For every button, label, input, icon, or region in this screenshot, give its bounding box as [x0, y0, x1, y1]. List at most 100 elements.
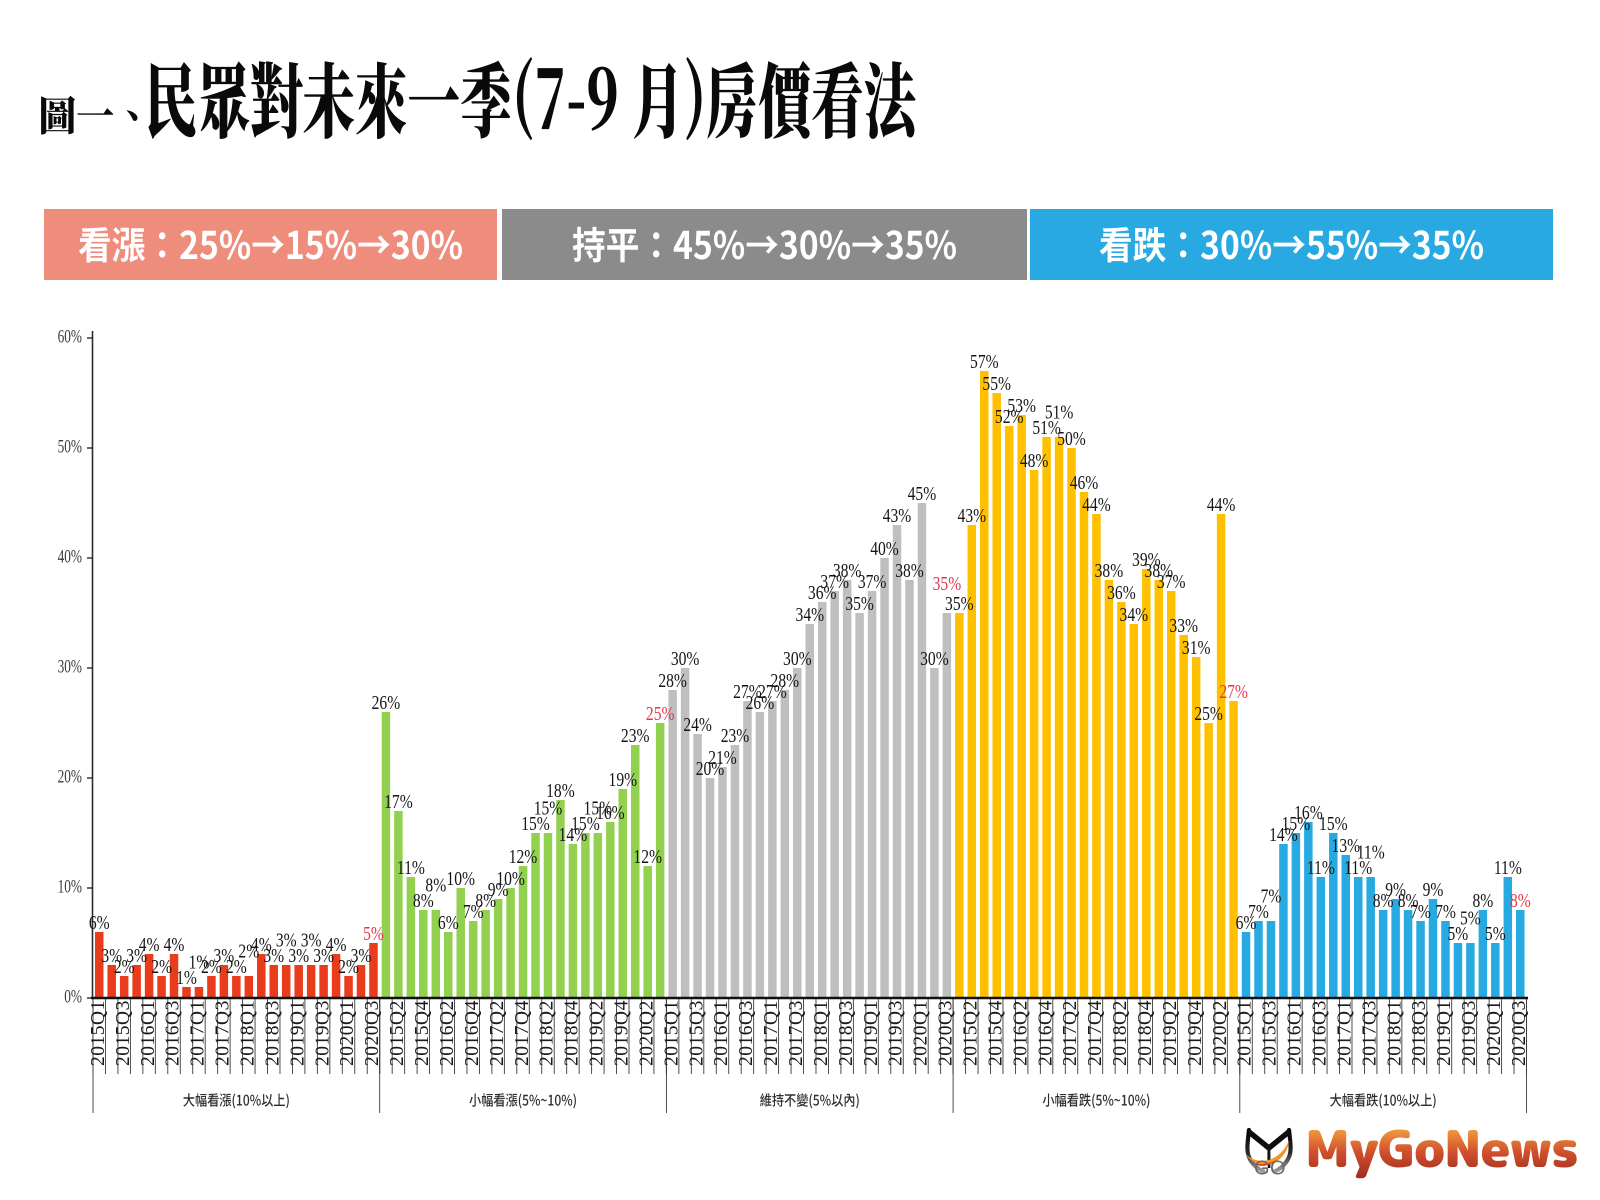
svg-text:20%: 20%: [696, 757, 725, 780]
svg-text:9%: 9%: [1385, 878, 1406, 901]
svg-text:37%: 37%: [858, 570, 887, 593]
svg-text:55%: 55%: [982, 372, 1011, 395]
svg-text:2019Q1: 2019Q1: [287, 1000, 308, 1066]
svg-text:2017Q4: 2017Q4: [1085, 1000, 1106, 1066]
svg-text:3%: 3%: [351, 944, 372, 967]
svg-text:51%: 51%: [1045, 400, 1074, 423]
svg-text:2019Q4: 2019Q4: [1185, 1000, 1206, 1066]
svg-text:45%: 45%: [908, 482, 937, 505]
svg-text:2016Q3: 2016Q3: [736, 1000, 757, 1066]
svg-text:40%: 40%: [870, 537, 899, 560]
svg-text:11%: 11%: [1307, 856, 1335, 879]
svg-text:5%: 5%: [1448, 922, 1469, 945]
svg-text:1%: 1%: [189, 950, 210, 973]
svg-text:2017Q2: 2017Q2: [1060, 1000, 1081, 1066]
svg-text:30%: 30%: [783, 647, 812, 670]
svg-text:34%: 34%: [796, 603, 825, 626]
svg-text:18%: 18%: [546, 779, 575, 802]
svg-text:15%: 15%: [571, 812, 600, 835]
svg-text:2017Q4: 2017Q4: [512, 1000, 533, 1066]
svg-text:43%: 43%: [958, 504, 987, 527]
svg-text:2020Q2: 2020Q2: [1210, 1000, 1231, 1066]
svg-text:28%: 28%: [771, 669, 800, 692]
svg-text:15%: 15%: [584, 796, 613, 819]
svg-text:38%: 38%: [1095, 559, 1124, 582]
svg-text:2018Q3: 2018Q3: [1409, 1000, 1430, 1066]
svg-text:5%: 5%: [363, 922, 384, 945]
svg-text:25%: 25%: [646, 702, 675, 725]
svg-text:2019Q3: 2019Q3: [886, 1000, 907, 1066]
svg-text:2015Q1: 2015Q1: [88, 1000, 109, 1066]
svg-text:2018Q2: 2018Q2: [1110, 1000, 1131, 1066]
svg-text:2020Q3: 2020Q3: [1509, 1000, 1530, 1066]
svg-text:48%: 48%: [1020, 449, 1049, 472]
svg-text:2016Q4: 2016Q4: [1035, 1000, 1056, 1066]
svg-text:2020Q1: 2020Q1: [337, 1000, 358, 1066]
svg-text:7%: 7%: [1248, 900, 1269, 923]
svg-text:2015Q1: 2015Q1: [1235, 1000, 1256, 1066]
svg-text:2018Q4: 2018Q4: [1135, 1000, 1156, 1066]
svg-text:38%: 38%: [895, 559, 924, 582]
svg-text:2015Q4: 2015Q4: [985, 1000, 1006, 1066]
svg-text:35%: 35%: [845, 592, 874, 615]
svg-text:14%: 14%: [559, 823, 588, 846]
svg-text:2018Q1: 2018Q1: [811, 1000, 832, 1066]
svg-text:3%: 3%: [263, 944, 284, 967]
svg-text:5%: 5%: [1485, 922, 1506, 945]
svg-text:2020Q1: 2020Q1: [911, 1000, 932, 1066]
svg-text:3%: 3%: [126, 944, 147, 967]
svg-text:11%: 11%: [397, 856, 425, 879]
svg-text:2%: 2%: [226, 955, 247, 978]
svg-text:2020Q3: 2020Q3: [362, 1000, 383, 1066]
svg-text:2015Q2: 2015Q2: [961, 1000, 982, 1066]
svg-text:36%: 36%: [1107, 581, 1136, 604]
svg-text:2016Q1: 2016Q1: [711, 1000, 732, 1066]
svg-text:52%: 52%: [995, 405, 1024, 428]
svg-text:3%: 3%: [214, 944, 235, 967]
svg-text:10%: 10%: [58, 878, 82, 898]
svg-text:24%: 24%: [683, 713, 712, 736]
svg-text:2%: 2%: [151, 955, 172, 978]
svg-text:9%: 9%: [1423, 878, 1444, 901]
svg-text:44%: 44%: [1082, 493, 1111, 516]
svg-text:26%: 26%: [372, 691, 401, 714]
svg-text:2015Q2: 2015Q2: [387, 1000, 408, 1066]
svg-text:2017Q3: 2017Q3: [213, 1000, 234, 1066]
svg-text:2017Q3: 2017Q3: [786, 1000, 807, 1066]
svg-text:7%: 7%: [1261, 884, 1282, 907]
svg-text:2020Q3: 2020Q3: [936, 1000, 957, 1066]
svg-text:5%: 5%: [1460, 906, 1481, 929]
svg-text:2018Q3: 2018Q3: [836, 1000, 857, 1066]
svg-text:38%: 38%: [833, 559, 862, 582]
svg-text:50%: 50%: [58, 438, 82, 458]
svg-text:3%: 3%: [276, 928, 297, 951]
svg-text:21%: 21%: [708, 746, 737, 769]
svg-text:8%: 8%: [1373, 889, 1394, 912]
svg-text:10%: 10%: [496, 867, 525, 890]
svg-text:23%: 23%: [621, 724, 650, 747]
svg-text:10%: 10%: [446, 867, 475, 890]
svg-text:2019Q3: 2019Q3: [1459, 1000, 1480, 1066]
svg-text:2018Q4: 2018Q4: [562, 1000, 583, 1066]
svg-text:9%: 9%: [488, 878, 509, 901]
svg-text:15%: 15%: [521, 812, 550, 835]
svg-text:2015Q4: 2015Q4: [412, 1000, 433, 1066]
svg-text:3%: 3%: [313, 944, 334, 967]
svg-text:35%: 35%: [933, 572, 962, 595]
svg-text:2%: 2%: [238, 939, 259, 962]
svg-text:57%: 57%: [970, 350, 999, 373]
svg-text:38%: 38%: [1145, 559, 1174, 582]
svg-text:60%: 60%: [58, 328, 82, 348]
svg-text:37%: 37%: [1157, 570, 1186, 593]
svg-text:1%: 1%: [176, 966, 197, 989]
svg-text:2016Q1: 2016Q1: [1285, 1000, 1306, 1066]
svg-text:2016Q3: 2016Q3: [1310, 1000, 1331, 1066]
svg-text:8%: 8%: [413, 889, 434, 912]
svg-text:2016Q2: 2016Q2: [437, 1000, 458, 1066]
svg-text:0%: 0%: [64, 988, 82, 1008]
svg-text:30%: 30%: [58, 658, 82, 678]
svg-text:4%: 4%: [251, 933, 272, 956]
svg-text:30%: 30%: [671, 647, 700, 670]
svg-text:2%: 2%: [114, 955, 135, 978]
svg-text:4%: 4%: [139, 933, 160, 956]
